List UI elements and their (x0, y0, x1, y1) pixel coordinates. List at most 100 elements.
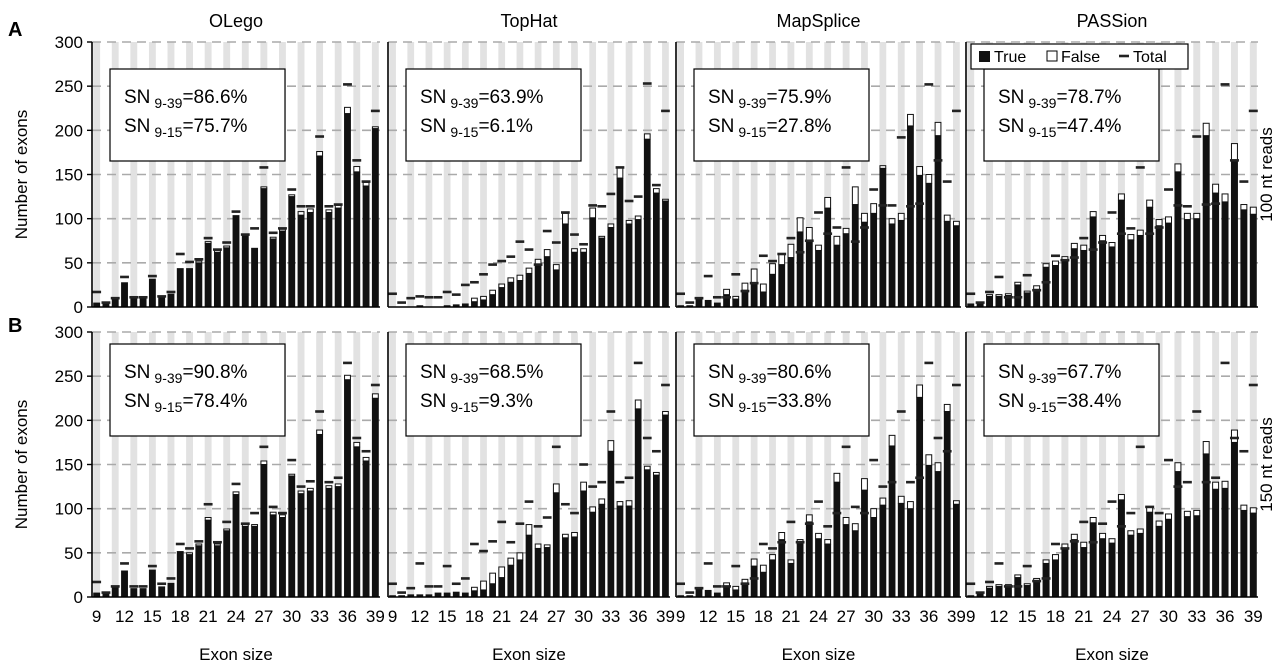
bar-false (625, 219, 633, 225)
bar-true (362, 185, 370, 307)
x-axis-label: Exon size (782, 645, 856, 664)
bar-false (732, 585, 740, 591)
bar-false (1146, 199, 1154, 208)
sensitivity-label: SN 9-39=68.5% (420, 362, 544, 386)
bar-false (1136, 229, 1144, 236)
bar-true (1183, 516, 1191, 597)
bar-false (953, 500, 960, 505)
sensitivity-box (983, 343, 1160, 437)
bar-false (1117, 193, 1125, 201)
bar-false (732, 295, 740, 300)
bar-false (888, 218, 896, 225)
bar-false (489, 289, 496, 296)
bar-true (695, 588, 703, 597)
bar-true (398, 595, 406, 597)
bar-true (652, 193, 660, 307)
bar-false (1080, 541, 1088, 549)
bar-true (897, 503, 905, 597)
background-stripe (805, 332, 813, 597)
bar-false (489, 572, 496, 585)
bar-true (525, 535, 533, 597)
bar-true (251, 526, 259, 597)
bar-true (325, 212, 333, 307)
bar-true (1174, 471, 1182, 597)
bar-true (223, 247, 231, 307)
bar-true (759, 291, 767, 307)
bar-true (213, 252, 221, 307)
bar-false (1155, 219, 1163, 227)
bar-true (861, 222, 868, 307)
background-stripe (1004, 42, 1012, 307)
background-stripe (279, 332, 286, 597)
bar-true (805, 521, 813, 597)
bar-false (943, 214, 951, 222)
bar-false (879, 497, 887, 506)
sensitivity-box (693, 343, 870, 437)
x-tick-label: 39 (656, 607, 675, 626)
bar-false (870, 203, 878, 214)
background-stripe (130, 332, 138, 597)
bar-true (879, 505, 887, 597)
bar-false (288, 473, 296, 477)
bar-false (787, 559, 795, 564)
bar-false (741, 578, 749, 584)
bar-true (1230, 161, 1238, 307)
bar-false (269, 511, 277, 516)
bar-true (297, 493, 305, 597)
bar-false (953, 220, 960, 227)
row-label: 100 nt reads (1257, 127, 1276, 222)
background-stripe (443, 42, 451, 307)
bar-true (1014, 284, 1022, 307)
x-tick-label: 15 (726, 607, 745, 626)
background-stripe (607, 42, 615, 307)
x-tick-label: 33 (1187, 607, 1206, 626)
sensitivity-label: SN 9-39=80.6% (708, 362, 832, 386)
bar-true (967, 303, 975, 307)
bar-true (158, 297, 166, 307)
bar-true (1193, 515, 1201, 597)
bar-false (861, 478, 868, 491)
bar-true (148, 569, 156, 597)
bar-false (1183, 510, 1191, 518)
bar-false (778, 532, 786, 541)
x-tick-label: 33 (601, 607, 620, 626)
sensitivity-label: SN 9-15=78.4% (124, 391, 248, 415)
bar-true (759, 572, 767, 597)
bar-false (815, 244, 822, 251)
bar-false (652, 188, 660, 194)
bar-true (616, 178, 624, 307)
bar-true (907, 125, 914, 308)
bar-false (1042, 559, 1050, 564)
bar-true (634, 408, 642, 597)
bar-false (480, 295, 487, 301)
background-stripe (204, 332, 212, 597)
bar-true (571, 536, 578, 597)
bar-true (1070, 539, 1078, 597)
bar-true (111, 587, 119, 597)
bar-false (1240, 204, 1248, 211)
y-tick-label: 250 (55, 77, 83, 96)
bar-true (815, 538, 822, 597)
bar-false (934, 121, 942, 137)
bar-false (769, 554, 776, 561)
bar-true (769, 274, 776, 307)
bar-false (879, 165, 887, 169)
sensitivity-box (983, 68, 1160, 162)
bar-true (1146, 512, 1154, 597)
x-tick-label: 15 (143, 607, 162, 626)
bar-true (176, 551, 184, 597)
bar-true (148, 278, 156, 307)
bar-true (643, 469, 651, 597)
background-stripe (443, 332, 451, 597)
bar-true (643, 139, 651, 307)
bar-true (1146, 207, 1154, 307)
bar-true (1240, 510, 1248, 597)
bar-false (525, 267, 533, 274)
bar-true (986, 296, 994, 307)
bar-false (1249, 206, 1257, 215)
bar-false (934, 462, 942, 473)
bar-true (662, 415, 669, 597)
bar-true (1127, 535, 1135, 597)
y-tick-label: 0 (74, 298, 83, 317)
bar-false (805, 514, 813, 523)
